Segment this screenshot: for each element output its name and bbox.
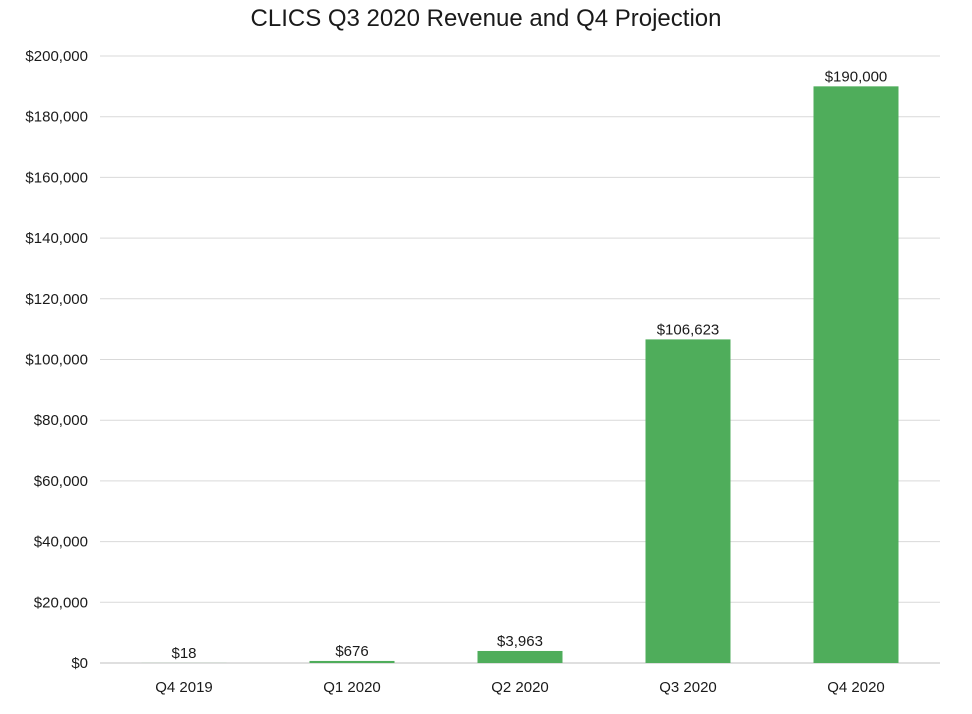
x-axis-ticks: Q4 2019 Q1 2020 Q2 2020 Q3 2020 Q4 2020: [155, 679, 885, 696]
y-tick-label: $140,000: [25, 230, 88, 247]
y-tick-label: $180,000: [25, 109, 88, 126]
x-tick-label: Q4 2020: [827, 679, 885, 696]
x-tick-label: Q4 2019: [155, 679, 213, 696]
y-tick-label: $160,000: [25, 169, 88, 186]
x-tick-label: Q3 2020: [659, 679, 717, 696]
y-axis-ticks: $0 $20,000 $40,000 $60,000 $80,000 $100,000 $1…: [25, 48, 88, 672]
y-tick-label: $40,000: [34, 534, 88, 551]
y-tick-label: $20,000: [34, 594, 88, 611]
y-tick-label: $80,000: [34, 412, 88, 429]
bar: [645, 339, 731, 663]
y-tick-label: $0: [71, 655, 88, 672]
chart-title: CLICS Q3 2020 Revenue and Q4 Projection: [250, 5, 722, 32]
bar: [309, 660, 395, 663]
gridlines: [100, 55, 940, 664]
data-label: $190,000: [825, 68, 888, 85]
y-tick-label: $100,000: [25, 352, 88, 369]
bars: [141, 86, 899, 664]
x-tick-label: Q2 2020: [491, 679, 549, 696]
y-tick-label: $200,000: [25, 48, 88, 65]
data-label: $676: [335, 643, 368, 660]
y-tick-label: $120,000: [25, 291, 88, 308]
x-tick-label: Q1 2020: [323, 679, 381, 696]
bar: [813, 86, 899, 664]
data-label: $18: [171, 645, 196, 662]
y-tick-label: $60,000: [34, 473, 88, 490]
data-labels: $18 $676 $3,963 $106,623 $190,000: [171, 68, 887, 662]
bar: [477, 650, 563, 663]
data-label: $106,623: [657, 321, 720, 338]
data-label: $3,963: [497, 633, 543, 650]
